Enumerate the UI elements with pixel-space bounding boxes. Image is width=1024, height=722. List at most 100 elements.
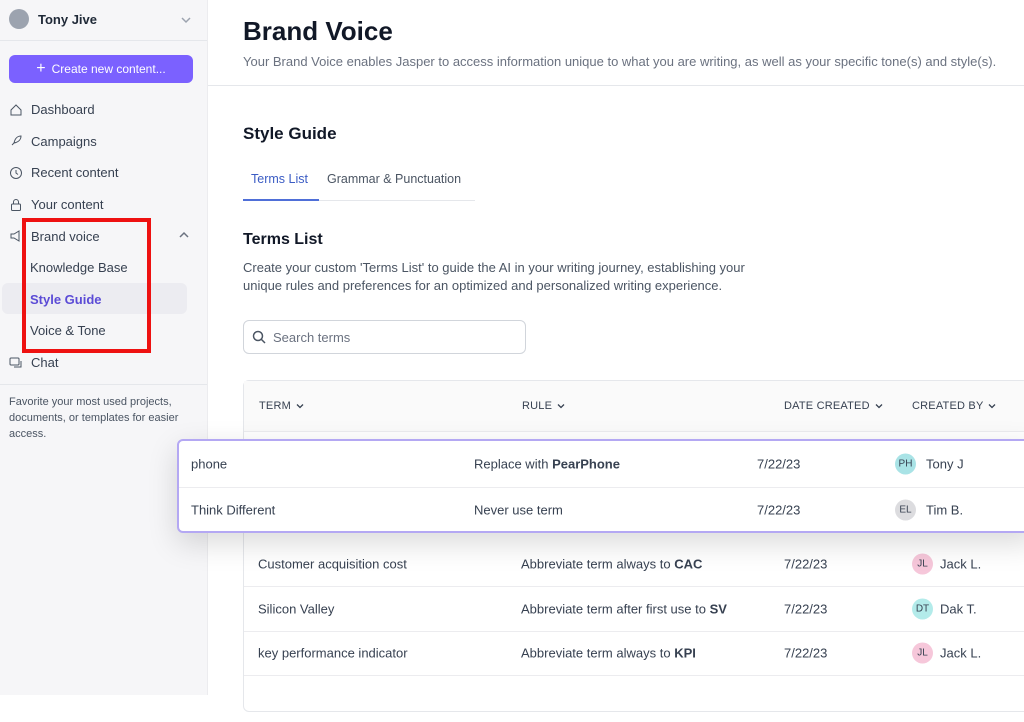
nav-item[interactable]: Dashboard bbox=[9, 102, 95, 117]
column-header[interactable]: RULE bbox=[522, 400, 566, 412]
date: 7/22/23 bbox=[784, 645, 828, 661]
divider bbox=[0, 384, 207, 385]
rule-value: KPI bbox=[674, 645, 696, 661]
nav-label: Dashboard bbox=[31, 102, 95, 117]
search-box[interactable]: Search terms bbox=[243, 320, 526, 354]
nav-item[interactable]: Your content bbox=[9, 197, 104, 212]
term: key performance indicator bbox=[258, 645, 408, 661]
date: 7/22/23 bbox=[757, 456, 801, 472]
term: Silicon Valley bbox=[258, 601, 335, 616]
rule-value: PearPhone bbox=[552, 456, 620, 472]
terms-table: TERM RULE DATE CREATED CREATED BY Customer … bbox=[243, 380, 1024, 712]
search-icon bbox=[252, 330, 266, 344]
nav-label: Recent content bbox=[31, 165, 119, 181]
search-placeholder: Search terms bbox=[273, 330, 351, 345]
sub-nav-item[interactable]: Voice & Tone bbox=[30, 323, 106, 339]
sub-nav-item[interactable]: Knowledge Base bbox=[30, 260, 128, 275]
column-label: RULE bbox=[522, 400, 553, 412]
sort-icon bbox=[989, 404, 996, 409]
sidebar: Tony Jive + Create new content... Dashboa… bbox=[0, 0, 208, 695]
table-body: Customer acquisition cost Abbreviate term… bbox=[244, 542, 1024, 722]
rule-value: SV bbox=[709, 601, 727, 616]
rule-value: CAC bbox=[674, 556, 703, 572]
nav-label: Your content bbox=[31, 197, 104, 213]
sort-icon bbox=[875, 404, 883, 409]
nav-item[interactable]: Recent content bbox=[9, 165, 118, 180]
column-header[interactable]: DATE CREATED bbox=[784, 400, 884, 412]
chevron[interactable] bbox=[180, 14, 192, 26]
nav-icon bbox=[10, 166, 22, 179]
sort-icon bbox=[557, 404, 565, 409]
table-row[interactable]: Silicon Valley Abbreviate term after firs… bbox=[244, 587, 1024, 632]
tab-label: Terms List bbox=[251, 172, 308, 186]
creator: Jack L. bbox=[940, 556, 982, 572]
table-header: TERM RULE DATE CREATED CREATED BY bbox=[244, 381, 1024, 432]
avatar: EL bbox=[895, 499, 916, 521]
nav-icon bbox=[11, 198, 21, 211]
nav-label: Campaigns bbox=[31, 133, 97, 149]
divider bbox=[0, 40, 207, 41]
avatar: PH bbox=[895, 453, 916, 475]
table-row[interactable]: Customer acquisition cost Abbreviate term… bbox=[244, 542, 1024, 587]
table-row[interactable]: key performance indicator Abbreviate term… bbox=[244, 631, 1024, 676]
page-title: Brand Voice bbox=[243, 16, 393, 46]
term: phone bbox=[191, 456, 228, 472]
column-label: CREATED BY bbox=[912, 400, 984, 412]
nav-item[interactable]: Chat bbox=[9, 355, 58, 370]
rule-text: Replace with bbox=[474, 456, 549, 472]
column-label: TERM bbox=[259, 400, 291, 412]
nav-item[interactable]: Campaigns bbox=[9, 134, 97, 149]
nav-icon bbox=[10, 230, 20, 243]
creator: Tim B. bbox=[926, 502, 964, 518]
nav-label: Brand voice bbox=[31, 228, 100, 244]
rule: Never use term bbox=[474, 503, 563, 518]
date: 7/22/23 bbox=[757, 502, 801, 518]
section-title: Style Guide bbox=[243, 124, 337, 143]
highlighted-rows: phone Replace with PearPhone 7/22/23 PH Tony… bbox=[177, 439, 1024, 533]
terms-description: Create your custom 'Terms List' to guide… bbox=[243, 260, 745, 293]
nav-item[interactable]: Brand voice bbox=[9, 229, 100, 244]
table-row[interactable]: Think Different Never use term 7/22/23 EL Ti… bbox=[179, 487, 1024, 533]
terms-title: Terms List bbox=[243, 231, 323, 248]
avatar: JL bbox=[912, 642, 933, 664]
term: Customer acquisition cost bbox=[258, 556, 407, 572]
column-label: DATE CREATED bbox=[784, 400, 870, 412]
creator: Jack L. bbox=[940, 645, 982, 661]
date: 7/22/23 bbox=[784, 601, 828, 616]
highlight-box bbox=[22, 218, 151, 353]
rule: Replace with PearPhone bbox=[474, 457, 620, 472]
user-avatar bbox=[9, 9, 29, 29]
rule-text: Abbreviate term after first use to bbox=[521, 601, 706, 616]
sort-icon bbox=[296, 404, 304, 409]
term: Think Different bbox=[191, 502, 276, 518]
date: 7/22/23 bbox=[784, 556, 828, 572]
creator: Tony J bbox=[926, 456, 964, 472]
chevron[interactable] bbox=[178, 229, 190, 241]
column-header[interactable]: TERM bbox=[259, 400, 305, 412]
rule-text: Abbreviate term always to bbox=[521, 556, 671, 572]
avatar: JL bbox=[912, 553, 933, 575]
rule-text: Never use term bbox=[474, 502, 563, 518]
rule: Abbreviate term always to KPI bbox=[521, 646, 696, 661]
divider bbox=[208, 85, 1024, 86]
sub-nav-item[interactable]: Style Guide bbox=[30, 291, 102, 307]
user-name[interactable]: Tony Jive bbox=[38, 12, 98, 27]
rule-text: Abbreviate term always to bbox=[521, 645, 671, 661]
creator: Dak T. bbox=[940, 601, 977, 616]
nav-icon bbox=[11, 135, 22, 146]
create-button[interactable]: + Create new content... bbox=[9, 55, 193, 83]
note: Favorite your most used projects, docume… bbox=[9, 396, 179, 440]
rule: Abbreviate term always to CAC bbox=[521, 557, 702, 572]
page-subtitle: Your Brand Voice enables Jasper to acces… bbox=[243, 54, 997, 69]
nav-label: Chat bbox=[31, 355, 59, 370]
tab[interactable]: Terms List bbox=[243, 164, 319, 201]
tab[interactable]: Grammar & Punctuation bbox=[327, 172, 462, 186]
nav-icon bbox=[10, 103, 22, 115]
avatar: DT bbox=[912, 598, 933, 619]
column-header[interactable]: CREATED BY bbox=[912, 400, 997, 412]
rule: Abbreviate term after first use to SV bbox=[521, 601, 727, 616]
create-label: Create new content... bbox=[51, 62, 166, 76]
table-row[interactable]: phone Replace with PearPhone 7/22/23 PH Tony… bbox=[179, 441, 1024, 488]
